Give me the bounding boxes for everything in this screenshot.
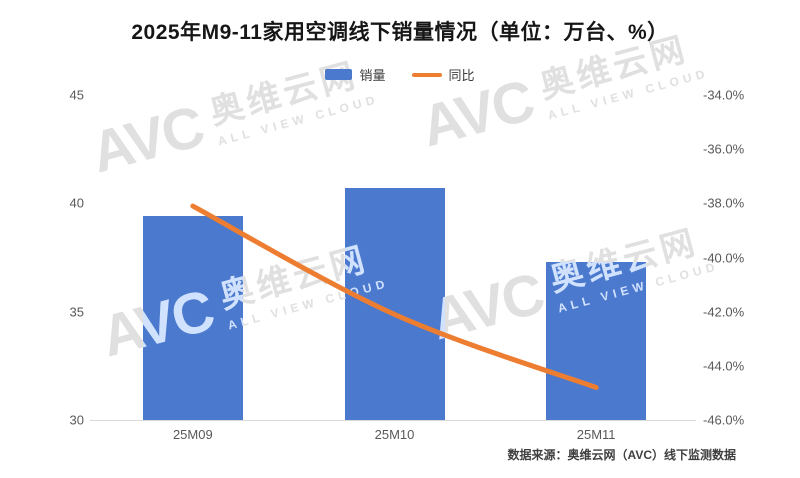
right-axis-tick: -40.0% (703, 250, 745, 265)
chart-title: 2025年M9-11家用空调线下销量情况（单位：万台、%） (131, 21, 669, 44)
right-axis-tick: -46.0% (703, 412, 745, 428)
bar-25M10[interactable] (344, 188, 445, 420)
right-axis-tick: -38.0% (703, 195, 745, 211)
legend-item-yoy[interactable]: 同比 (411, 65, 475, 84)
left-axis-tick: 40 (69, 195, 84, 211)
avc-logo-icon: AVC (84, 93, 210, 186)
legend-label-sales: 销量 (359, 68, 386, 83)
bar-25M09[interactable] (142, 216, 243, 420)
left-axis-tick: 30 (69, 412, 84, 428)
right-axis-tick: -42.0% (703, 304, 745, 320)
right-axis-tick: -34.0% (703, 87, 745, 103)
bar-25M11[interactable] (546, 261, 647, 420)
watermark-en-text: ALL VIEW CLOUD (216, 91, 381, 149)
left-axis-tick: 35 (69, 304, 84, 320)
legend: 销量 同比 (0, 65, 800, 84)
legend-label-yoy: 同比 (448, 68, 475, 83)
x-axis-label-25M10: 25M10 (374, 427, 415, 442)
legend-item-sales[interactable]: 销量 (325, 65, 386, 84)
right-axis-tick: -44.0% (703, 358, 745, 374)
bar-series-swatch-icon (325, 69, 353, 80)
line-series-swatch-icon (411, 72, 442, 77)
x-axis-label-25M11: 25M11 (576, 427, 616, 442)
left-axis-tick: 45 (69, 87, 84, 103)
data-source-note: 数据来源：奥维云网（AVC）线下监测数据 (507, 448, 736, 462)
x-axis-label-25M09: 25M09 (172, 427, 213, 442)
x-axis-line (90, 420, 696, 421)
avc-logo-icon: AVC (414, 67, 540, 160)
right-axis-tick: -36.0% (703, 141, 745, 157)
